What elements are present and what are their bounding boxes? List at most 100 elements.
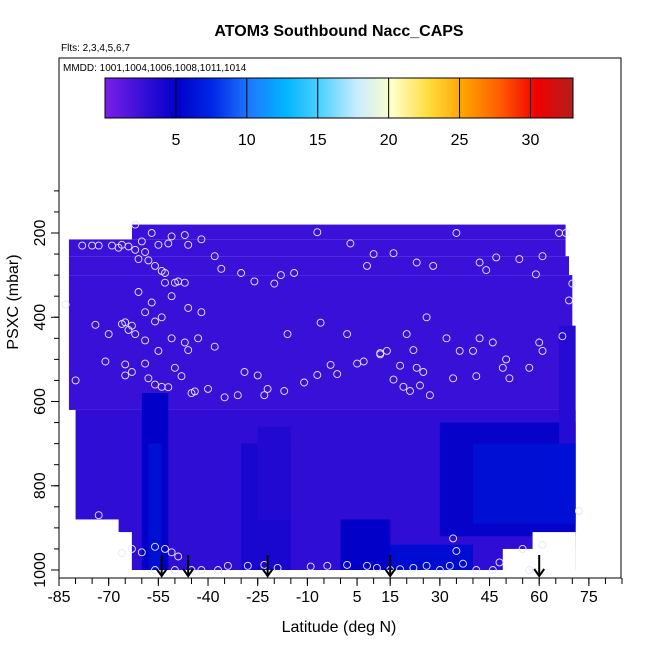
sample-point (144, 374, 153, 383)
field-cell (148, 443, 162, 570)
sample-point (154, 346, 163, 355)
x-tick-label: 15 (381, 589, 399, 606)
sample-point (117, 320, 126, 328)
arrow-head (533, 568, 546, 578)
x-tick-label: 30 (431, 589, 449, 606)
colorbar: 5 10 15 20 25 30 (104, 77, 574, 149)
sample-point (151, 317, 159, 326)
sample-point (449, 374, 458, 383)
sample-point (141, 308, 150, 317)
sample-point (412, 363, 421, 372)
x-tick-label: -55 (147, 589, 170, 606)
x-tick-label: -40 (196, 589, 219, 606)
sample-point (131, 245, 140, 254)
sample-point (482, 266, 491, 275)
sample-point (167, 334, 176, 343)
sample-point (170, 363, 179, 372)
field-cell (257, 426, 291, 520)
sample-point (170, 278, 179, 287)
sample-point (240, 368, 249, 376)
y-tick-label: 200 (32, 220, 49, 247)
field-mask (68, 519, 119, 570)
sample-point (399, 382, 408, 391)
sample-point (372, 563, 381, 572)
sample-point (157, 313, 166, 322)
sample-point (237, 269, 246, 277)
sample-point (88, 241, 97, 250)
sample-point (406, 387, 414, 395)
sample-point (416, 381, 424, 390)
field-cell (472, 443, 576, 524)
sample-point (137, 237, 146, 246)
sample-point (250, 277, 259, 286)
sample-point (472, 372, 481, 381)
sample-point (505, 374, 514, 383)
arrow-head (182, 568, 194, 578)
sample-point (71, 376, 80, 385)
sample-point (558, 332, 567, 341)
sample-point (147, 298, 156, 307)
sample-point (459, 559, 467, 568)
sample-point (134, 288, 143, 296)
colorbar-tick-label: 10 (238, 132, 256, 149)
sample-point (124, 242, 133, 251)
x-tick-label: 5 (353, 589, 362, 606)
sample-point (396, 361, 405, 370)
sample-point (141, 248, 150, 256)
sample-point (343, 560, 352, 569)
sample-point (210, 252, 219, 261)
sample-point (402, 330, 411, 339)
colorbar-tick-label: 15 (309, 132, 327, 149)
sample-point (167, 232, 176, 241)
field-cell (559, 325, 576, 444)
sample-point (260, 391, 269, 400)
x-tick-label: -85 (47, 589, 70, 606)
sample-point (409, 563, 418, 572)
sample-point (78, 241, 87, 250)
sample-point (214, 566, 222, 574)
sample-point (161, 544, 169, 553)
sample-point (263, 384, 272, 393)
sample-point (164, 239, 173, 248)
sample-points (61, 220, 583, 574)
sample-point (290, 269, 299, 277)
sample-point (452, 547, 461, 555)
y-tick-label: 1000 (32, 552, 49, 588)
sample-point (180, 231, 189, 240)
sample-point (369, 250, 378, 259)
x-tick-label: 60 (530, 589, 548, 606)
sample-point (525, 363, 534, 372)
y-tick-label: 800 (32, 472, 49, 499)
sample-point (184, 304, 193, 312)
sample-point (184, 240, 193, 249)
sample-point (488, 566, 497, 574)
sample-point (396, 565, 405, 574)
x-axis: -85 -70 -55 -40 -25 -10 5 15 30 45 60 75 (47, 578, 623, 606)
sample-point (435, 566, 444, 574)
arrow-head (155, 568, 168, 578)
sample-point (376, 349, 385, 358)
field-mask (60, 180, 132, 240)
sample-point (177, 372, 186, 381)
sample-point (167, 548, 176, 557)
sample-point (323, 561, 332, 570)
sample-point (124, 325, 133, 334)
x-tick-label: 75 (580, 589, 598, 606)
colorbar-bar (104, 77, 574, 119)
sample-point (475, 334, 484, 343)
sample-point (442, 334, 451, 343)
sample-point (306, 562, 315, 571)
sample-point (121, 371, 130, 380)
sample-point (518, 544, 527, 553)
sample-point (144, 256, 153, 265)
sample-point (283, 330, 292, 339)
sample-point (164, 383, 173, 392)
dates-subtitle: MMDD: 1001,1004,1006,1008,1011,1014 (63, 63, 247, 74)
sample-point (412, 258, 421, 267)
y-axis-label: PSXC (mbar) (5, 254, 22, 349)
sample-point (147, 229, 156, 237)
sample-point (94, 511, 103, 520)
sample-point (190, 387, 199, 396)
sample-point (154, 240, 163, 249)
